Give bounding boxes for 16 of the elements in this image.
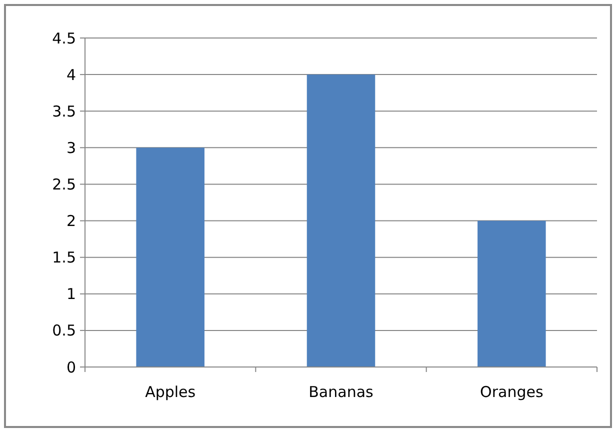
- y-tick-label: 3.5: [52, 102, 76, 120]
- y-tick-label: 2.5: [52, 175, 76, 194]
- y-tick-label: 2: [66, 212, 76, 230]
- x-tick-label: Oranges: [480, 383, 544, 401]
- y-tick-label: 4: [66, 66, 76, 84]
- y-tick-label: 0: [66, 358, 76, 376]
- y-tick-label: 1.5: [52, 248, 76, 267]
- bar: [306, 74, 376, 367]
- x-tick-label: Bananas: [308, 383, 374, 401]
- y-tick-label: 4.5: [52, 29, 76, 48]
- bar: [478, 220, 546, 367]
- x-tick-label: Apples: [145, 383, 196, 401]
- bar: [136, 148, 204, 367]
- y-tick-label: 3: [66, 138, 76, 157]
- y-tick-label: 1: [66, 285, 76, 304]
- y-tick-label: 0.5: [52, 322, 76, 340]
